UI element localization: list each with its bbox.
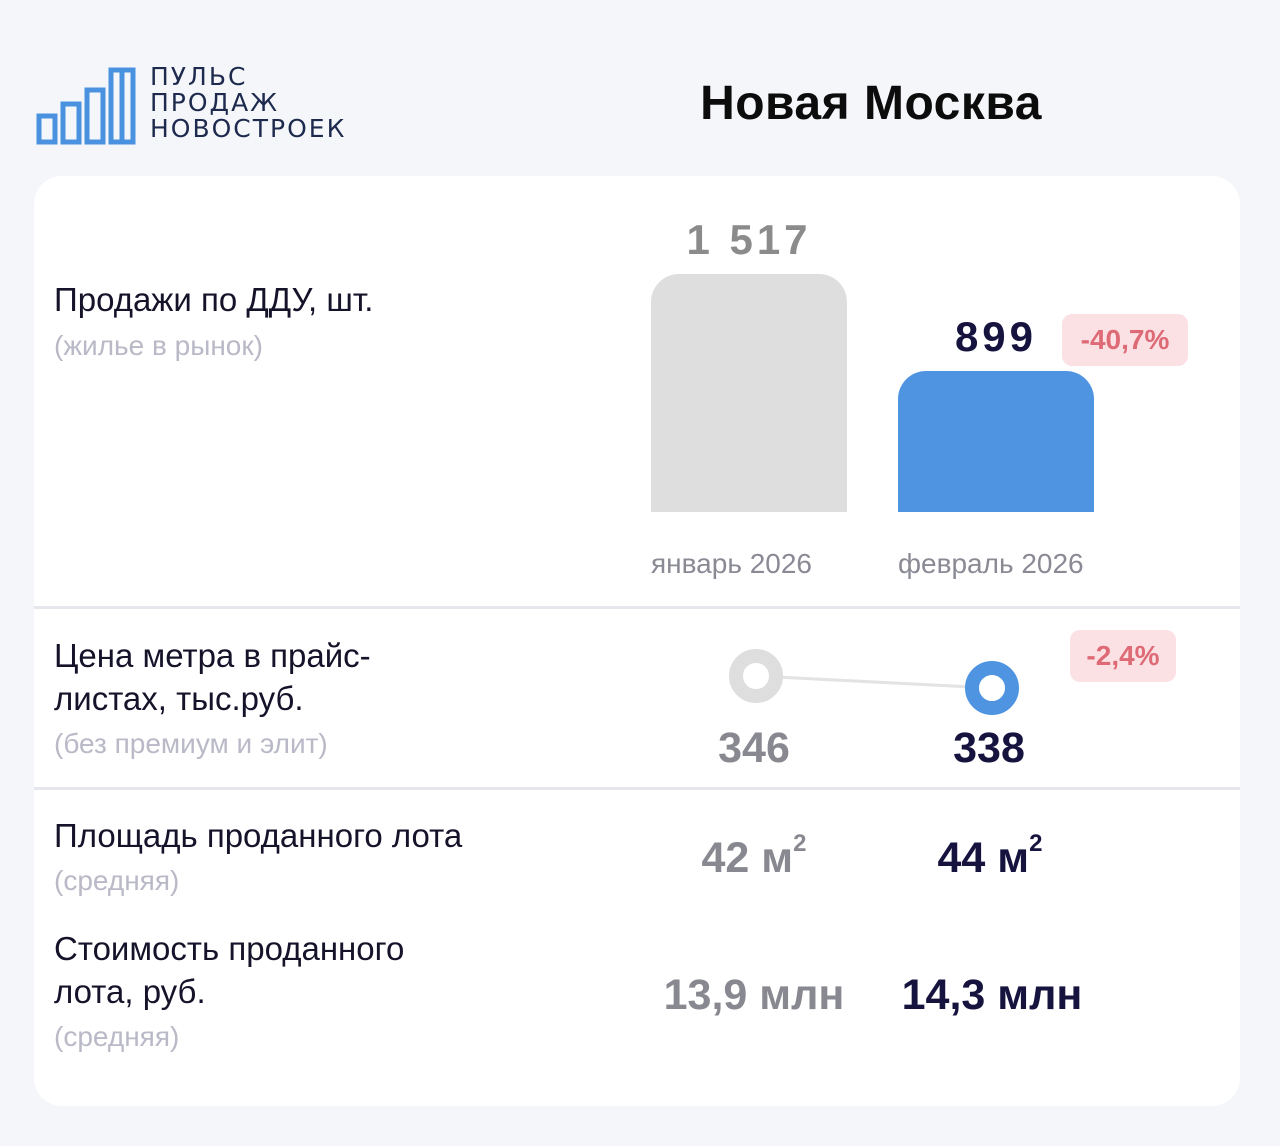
price-new-value: 338 [953, 724, 1025, 772]
area-old-value: 42 м2 [654, 830, 854, 883]
stats-card: Продажи по ДДУ, шт. (жилье в рынок) 1 51… [34, 176, 1240, 1106]
area-old-number: 42 м [701, 834, 794, 882]
bar-chart-logo-icon [36, 67, 136, 145]
area-new-value: 44 м2 [890, 830, 1090, 883]
cost-label-line-1: Стоимость проданного [54, 930, 405, 967]
price-sublabel: (без премиум и элит) [54, 728, 328, 759]
logo: ПУЛЬС ПРОДАЖ НОВОСТРОЕК [36, 62, 376, 146]
cost-new-value: 14,3 млн [901, 971, 1083, 1019]
price-label-line-1: Цена метра в прайс- [54, 637, 371, 674]
divider-2 [34, 787, 1240, 790]
cost-label-line-2: лота, руб. [54, 973, 206, 1010]
area-sublabel: (средняя) [54, 865, 180, 896]
logo-text: ПУЛЬС ПРОДАЖ НОВОСТРОЕК [150, 64, 346, 142]
logo-line-3: НОВОСТРОЕК [150, 114, 347, 143]
price-change-badge: -2,4% [1070, 630, 1176, 682]
sales-bar-value-1: 1 517 [686, 216, 812, 263]
price-trend-line [755, 674, 993, 690]
sales-bar-2 [898, 371, 1094, 512]
logo-line-1: ПУЛЬС [150, 62, 248, 91]
price-point-1 [729, 649, 783, 703]
area-new-number: 44 м [937, 834, 1030, 882]
sales-bar-1 [651, 274, 847, 512]
logo-line-2: ПРОДАЖ [150, 88, 280, 117]
area-label: Площадь проданного лота [54, 817, 463, 854]
divider-1 [34, 606, 1240, 609]
area-old-unit-sup: 2 [793, 830, 807, 857]
price-label-line-2: листах, тыс.руб. [54, 680, 304, 717]
area-new-unit-sup: 2 [1029, 830, 1043, 857]
price-line-chart [729, 649, 1019, 715]
region-title: Новая Москва [700, 77, 1042, 130]
sales-bar-value-2: 899 [954, 313, 1038, 360]
sales-month-label-1: январь 2026 [651, 548, 812, 579]
cost-sublabel: (средняя) [54, 1021, 180, 1052]
sales-label: Продажи по ДДУ, шт. [54, 281, 374, 318]
sales-change-badge: -40,7% [1062, 314, 1188, 366]
price-old-value: 346 [718, 724, 790, 772]
sales-month-label-2: февраль 2026 [898, 548, 1084, 579]
sales-sublabel: (жилье в рынок) [54, 330, 263, 361]
cost-old-value: 13,9 млн [663, 971, 845, 1019]
price-point-2 [965, 661, 1019, 715]
